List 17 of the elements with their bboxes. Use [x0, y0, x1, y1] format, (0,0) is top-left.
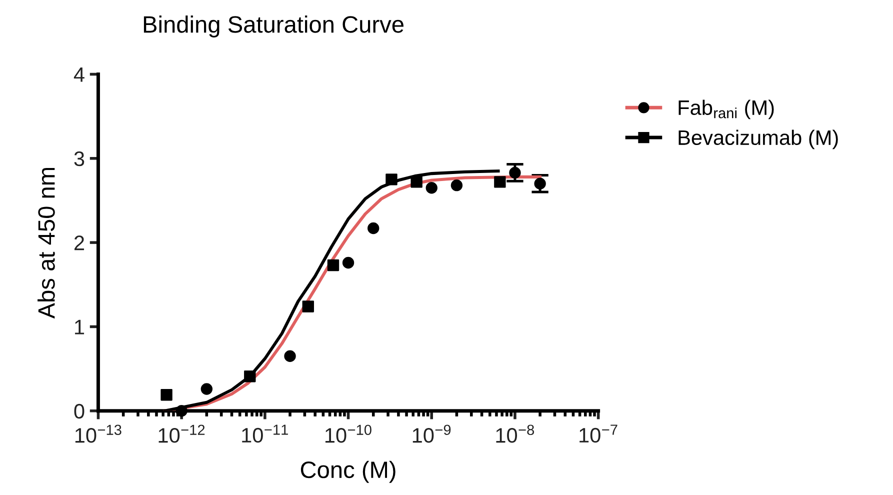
- x-tick-label: 10$^{−9}$: [412, 424, 451, 443]
- x-tick-label: 10$^{−8}$: [496, 424, 534, 443]
- x-tick-label: 10$^{−12}$: [158, 424, 205, 443]
- x-tick-label: 10$^{−7}$: [580, 424, 618, 443]
- x-axis-title: Conc (M): [300, 460, 396, 483]
- y-tick-label: 1: [75, 320, 84, 334]
- chart-title: Binding Saturation Curve: [144, 15, 404, 38]
- y-tick-label: 3: [74, 151, 84, 166]
- y-axis-title: Abs at 450 nm: [38, 168, 55, 319]
- y-tick-label: 4: [74, 67, 84, 82]
- legend-label: Fab$_{rani}$ (M): [678, 100, 774, 120]
- x-tick-label: 10$^{−11}$: [242, 424, 288, 443]
- y-tick-label: 2: [74, 236, 84, 250]
- x-tick-label: 10$^{−10}$: [325, 424, 372, 443]
- y-tick-label: 0: [74, 404, 84, 419]
- x-tick-label: 10$^{−13}$: [75, 424, 122, 443]
- legend-label: Bevacizumab (M): [678, 130, 838, 150]
